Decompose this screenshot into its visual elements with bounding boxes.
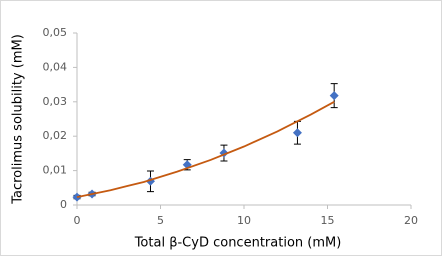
y-axis-label: Tacrolimus solubility (mM) bbox=[11, 34, 26, 205]
data-point bbox=[329, 91, 339, 101]
y-tick-label: 0 bbox=[60, 198, 67, 211]
x-tick-label: 20 bbox=[404, 214, 418, 227]
x-tick-label: 15 bbox=[321, 214, 335, 227]
x-tick-label: 5 bbox=[157, 214, 164, 227]
data-point bbox=[292, 128, 302, 138]
x-tick-label: 10 bbox=[237, 214, 251, 227]
x-tick-label: 0 bbox=[74, 214, 81, 227]
y-tick-label: 0,01 bbox=[43, 164, 68, 177]
y-tick-label: 0,04 bbox=[43, 60, 68, 73]
fit-line bbox=[76, 101, 335, 198]
y-tick-label: 0,02 bbox=[43, 129, 68, 142]
y-tick-label: 0,03 bbox=[43, 95, 68, 108]
x-axis-label: Total β-CyD concentration (mM) bbox=[134, 236, 342, 251]
y-tick-label: 0,05 bbox=[43, 26, 68, 39]
